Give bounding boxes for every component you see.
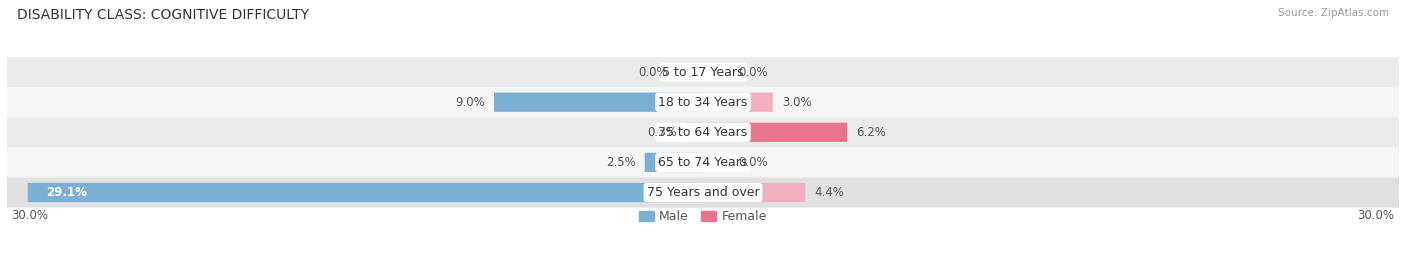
- Legend: Male, Female: Male, Female: [640, 210, 766, 223]
- FancyBboxPatch shape: [703, 123, 846, 142]
- FancyBboxPatch shape: [28, 183, 703, 202]
- FancyBboxPatch shape: [703, 93, 773, 112]
- FancyBboxPatch shape: [494, 93, 703, 112]
- Text: 30.0%: 30.0%: [11, 209, 49, 222]
- Text: 65 to 74 Years: 65 to 74 Years: [658, 156, 748, 169]
- FancyBboxPatch shape: [703, 183, 806, 202]
- Text: 2.5%: 2.5%: [606, 156, 636, 169]
- FancyBboxPatch shape: [7, 57, 1399, 87]
- Text: 30.0%: 30.0%: [1357, 209, 1395, 222]
- FancyBboxPatch shape: [7, 117, 1399, 147]
- Text: 0.0%: 0.0%: [638, 66, 668, 79]
- FancyBboxPatch shape: [645, 153, 703, 172]
- FancyBboxPatch shape: [686, 123, 703, 142]
- Text: 29.1%: 29.1%: [46, 186, 87, 199]
- Text: 3.0%: 3.0%: [782, 96, 811, 109]
- Text: 18 to 34 Years: 18 to 34 Years: [658, 96, 748, 109]
- Text: 0.7%: 0.7%: [648, 126, 678, 139]
- FancyBboxPatch shape: [7, 177, 1399, 208]
- Text: DISABILITY CLASS: COGNITIVE DIFFICULTY: DISABILITY CLASS: COGNITIVE DIFFICULTY: [17, 8, 309, 22]
- Text: 75 Years and over: 75 Years and over: [647, 186, 759, 199]
- Text: 9.0%: 9.0%: [456, 96, 485, 109]
- Text: 0.0%: 0.0%: [738, 156, 768, 169]
- Text: Source: ZipAtlas.com: Source: ZipAtlas.com: [1278, 8, 1389, 18]
- FancyBboxPatch shape: [7, 87, 1399, 117]
- Text: 4.4%: 4.4%: [814, 186, 844, 199]
- Text: 0.0%: 0.0%: [738, 66, 768, 79]
- Text: 6.2%: 6.2%: [856, 126, 886, 139]
- Text: 35 to 64 Years: 35 to 64 Years: [658, 126, 748, 139]
- Text: 5 to 17 Years: 5 to 17 Years: [662, 66, 744, 79]
- FancyBboxPatch shape: [7, 147, 1399, 177]
